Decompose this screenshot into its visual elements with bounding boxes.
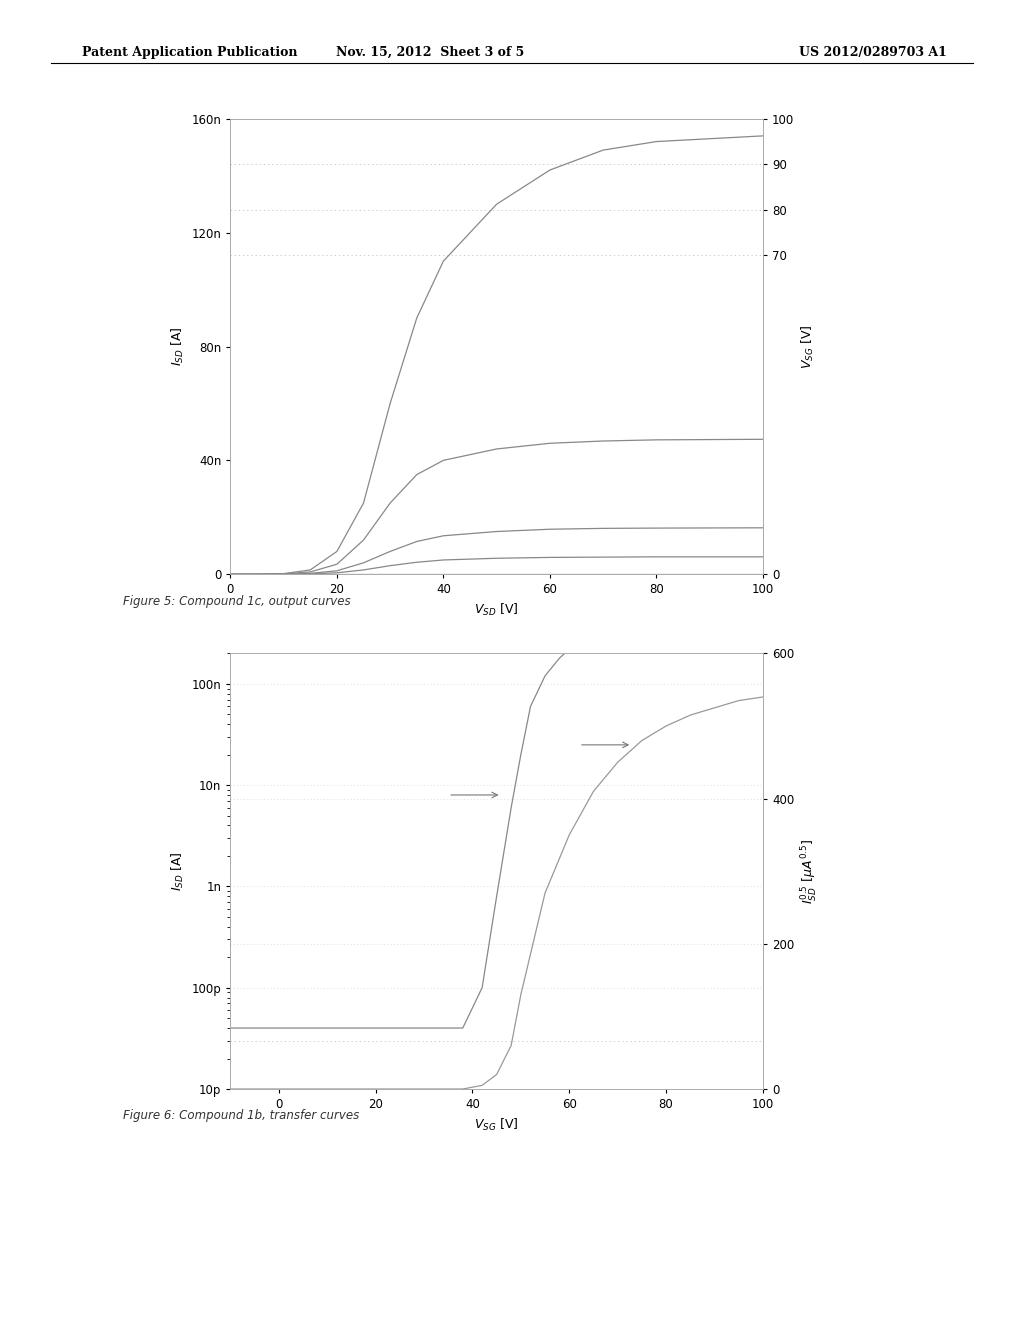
Y-axis label: $V_{SG}$ [V]: $V_{SG}$ [V]	[800, 325, 816, 368]
Text: Patent Application Publication: Patent Application Publication	[82, 46, 297, 59]
Y-axis label: $I_{SD}$ [A]: $I_{SD}$ [A]	[170, 327, 186, 366]
Text: US 2012/0289703 A1: US 2012/0289703 A1	[799, 46, 946, 59]
Text: Figure 6: Compound 1b, transfer curves: Figure 6: Compound 1b, transfer curves	[123, 1109, 359, 1122]
X-axis label: $V_{SD}$ [V]: $V_{SD}$ [V]	[474, 602, 519, 618]
Y-axis label: $I_{SD}^{0.5}$ [$\mu A^{0.5}$]: $I_{SD}^{0.5}$ [$\mu A^{0.5}$]	[800, 838, 820, 904]
Text: Figure 5: Compound 1c, output curves: Figure 5: Compound 1c, output curves	[123, 594, 350, 607]
Text: Nov. 15, 2012  Sheet 3 of 5: Nov. 15, 2012 Sheet 3 of 5	[336, 46, 524, 59]
Y-axis label: $I_{SD}$ [A]: $I_{SD}$ [A]	[170, 851, 186, 891]
X-axis label: $V_{SG}$ [V]: $V_{SG}$ [V]	[474, 1117, 519, 1133]
